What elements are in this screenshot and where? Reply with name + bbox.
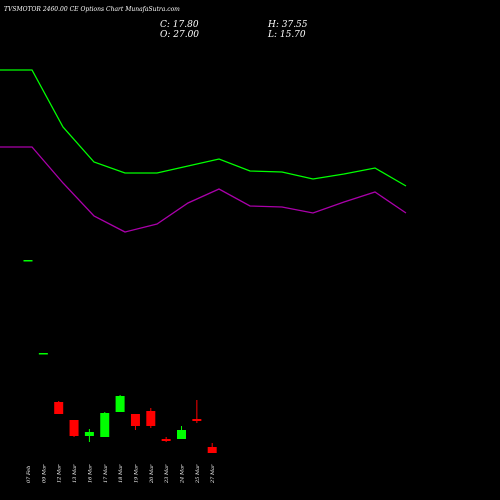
candle	[192, 400, 202, 423]
candle	[207, 443, 217, 453]
candle	[161, 437, 171, 442]
date-label: 13 Mar	[72, 464, 78, 483]
date-label: 09 Mar	[41, 464, 47, 483]
candle-body	[130, 414, 140, 426]
candle-body	[38, 353, 48, 355]
candle	[146, 408, 156, 428]
candle-body	[177, 430, 186, 439]
candle	[54, 401, 64, 414]
date-label: 23 Mar	[164, 464, 170, 484]
date-label: 17 Mar	[103, 464, 109, 483]
candle-body	[161, 439, 171, 441]
low-value: L: 15.70	[268, 30, 306, 40]
date-label: 20 Mar	[149, 464, 155, 484]
indicator-lines	[0, 69, 407, 233]
candle-body	[207, 447, 217, 453]
candle-body	[69, 420, 79, 436]
candle	[115, 395, 125, 412]
upper-line	[0, 69, 407, 187]
date-label: 12 Mar	[57, 464, 63, 483]
candle	[23, 260, 33, 262]
close-value: C: 17.80	[160, 20, 199, 30]
candle	[38, 353, 48, 355]
date-label: 25 Mar	[195, 464, 201, 484]
date-label: 19 Mar	[133, 464, 139, 483]
date-label: 27 Mar	[210, 464, 216, 484]
candle-body	[115, 396, 125, 412]
candle	[69, 420, 79, 437]
candle	[177, 426, 186, 439]
lower-line	[0, 146, 407, 233]
date-label: 24 Mar	[180, 464, 186, 484]
candle	[84, 429, 94, 442]
candle	[100, 412, 110, 437]
candle-body	[192, 419, 202, 421]
candle-body	[54, 402, 64, 414]
high-value: H: 37.55	[268, 20, 308, 30]
candle-body	[84, 432, 94, 436]
date-axis-labels: 07 Feb 09 Mar 12 Mar 13 Mar 16 Mar 17 Mar 18 M…	[26, 464, 216, 484]
chart-title: TVSMOTOR 2460.00 CE Options Chart Munafa…	[4, 6, 180, 13]
date-label: 18 Mar	[118, 464, 124, 483]
candle-body	[100, 413, 110, 437]
open-value: O: 27.00	[160, 30, 200, 40]
candle	[130, 414, 140, 430]
candlesticks	[23, 260, 217, 453]
date-label: 16 Mar	[87, 464, 93, 483]
candle-body	[23, 260, 33, 262]
date-label: 07 Feb	[26, 466, 32, 483]
candle-body	[146, 411, 156, 426]
